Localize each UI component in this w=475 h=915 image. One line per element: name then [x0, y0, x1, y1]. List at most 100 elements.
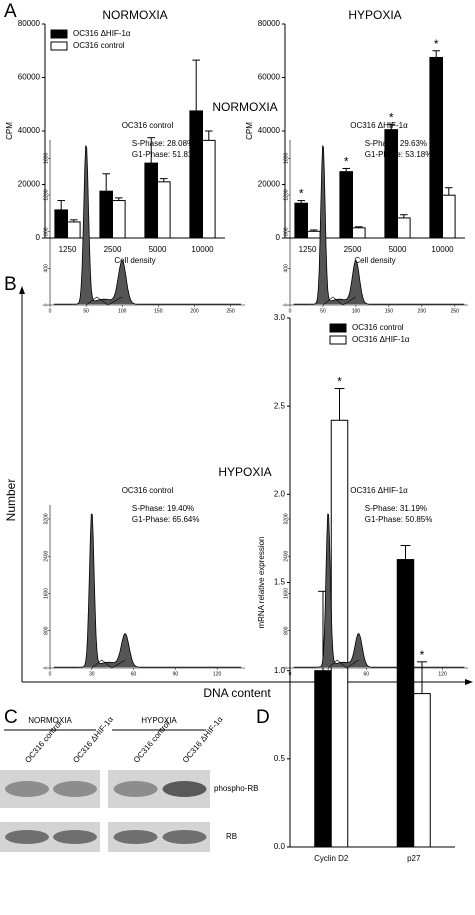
y-tick-label: 0	[43, 666, 49, 669]
blot-band	[53, 830, 97, 844]
x-tick-label: 90	[173, 671, 179, 677]
x-tick-label: 1250	[59, 245, 77, 254]
x-tick-label: 50	[320, 308, 326, 314]
y-axis-label: CPM	[5, 122, 14, 140]
y-tick-label: 3.0	[274, 313, 286, 322]
histogram-curve	[53, 513, 242, 668]
error-bar	[400, 544, 411, 560]
error-bar	[115, 197, 123, 201]
y-tick-label: 800	[283, 626, 289, 635]
y-tick-label: 2400	[43, 550, 49, 561]
x-tick-label: 30	[325, 671, 331, 677]
x-tick-label: 60	[131, 671, 137, 677]
y-tick-label: 0.0	[274, 842, 286, 851]
phase-label: G1-Phase: 53.18%	[365, 150, 433, 159]
y-tick-label: 2.0	[274, 489, 286, 498]
y-tick-label: 0	[283, 666, 289, 669]
y-tick-label: 1200	[43, 189, 49, 200]
y-tick-label: 2.5	[274, 401, 286, 410]
legend-label: OC316 ΔHIF-1α	[352, 335, 410, 344]
y-tick-label: 1.0	[274, 666, 286, 675]
x-tick-label: p27	[407, 854, 421, 863]
x-tick-label: 150	[154, 308, 163, 314]
significance-mark: *	[344, 155, 349, 169]
blot-band	[162, 830, 207, 844]
y-tick-label: 40000	[258, 126, 281, 135]
significance-mark: *	[389, 110, 394, 124]
lane-label: OC316 ΔHIF-1α	[181, 714, 225, 764]
x-tick-label: 0	[289, 308, 292, 314]
x-tick-label: 100	[118, 308, 127, 314]
blot-band	[5, 830, 49, 844]
error-bar	[147, 137, 155, 164]
s-phase-fit	[327, 659, 359, 669]
phase-label: S-Phase: 31.19%	[365, 504, 427, 513]
histogram-curve	[293, 513, 465, 668]
x-tick-label: 10000	[191, 245, 214, 254]
y-tick-label: 400	[283, 264, 289, 273]
bar	[314, 670, 332, 848]
bar	[99, 190, 114, 239]
blot-group: HYPOXIA	[141, 716, 177, 725]
error-bar	[342, 167, 350, 172]
bar	[67, 221, 81, 239]
x-tick-label: 5000	[389, 245, 407, 254]
arrow-head	[465, 679, 473, 685]
x-axis-label: Cell density	[354, 256, 395, 265]
y-tick-label: 400	[43, 264, 49, 273]
bar	[413, 693, 431, 848]
x-tick-label: 60	[364, 671, 370, 677]
x-tick-label: 200	[190, 308, 199, 314]
flow-panel-title: OC316 ΔHIF-1α	[350, 486, 408, 495]
lane-label: OC316 ΔHIF-1α	[71, 714, 115, 764]
x-tick-label: 120	[213, 671, 222, 677]
bar	[294, 202, 308, 239]
blot-band	[53, 781, 97, 797]
bar	[144, 162, 158, 239]
panel-label: B	[4, 274, 17, 295]
bar	[112, 200, 126, 239]
bar	[352, 227, 366, 239]
y-tick-label: 20000	[258, 180, 281, 189]
x-tick-label: Cyclin D2	[314, 854, 349, 863]
y-tick-label: 20000	[18, 180, 41, 189]
y-tick-label: 800	[43, 227, 49, 236]
y-tick-label: 1.5	[274, 578, 286, 587]
blot-band	[113, 830, 158, 844]
legend-swatch	[50, 41, 68, 51]
lane-label: OC316 control	[132, 719, 172, 764]
error-bar	[400, 214, 408, 218]
bar	[157, 181, 171, 239]
legend-label: OC316 control	[352, 323, 404, 332]
panel-label: C	[4, 707, 18, 728]
y-tick-label: 1600	[43, 153, 49, 164]
error-bar	[297, 200, 305, 204]
x-tick-label: 10000	[431, 245, 454, 254]
panel-label: D	[256, 707, 270, 728]
significance-mark: *	[337, 375, 342, 389]
histogram-curve	[53, 145, 242, 305]
flow-panel-title: OC316 control	[122, 121, 174, 130]
y-tick-label: 800	[283, 227, 289, 236]
bar	[202, 139, 216, 239]
band-label: phospho-RB	[214, 784, 258, 793]
x-tick-label: 150	[385, 308, 394, 314]
s-phase-fit	[322, 296, 357, 306]
y-tick-label: 1600	[283, 153, 289, 164]
x-tick-label: 90	[402, 671, 408, 677]
y-tick-label: 0.5	[274, 754, 286, 763]
x-tick-label: 1250	[299, 245, 317, 254]
error-bar	[192, 59, 200, 111]
flow-row-title: HYPOXIA	[218, 465, 271, 479]
s-phase-fit	[91, 659, 126, 669]
legend-swatch	[329, 335, 347, 345]
y-tick-label: 80000	[18, 19, 41, 28]
flow-panel-title: OC316 ΔHIF-1α	[350, 121, 408, 130]
y-tick-label: 0	[276, 233, 281, 242]
error-bar	[70, 219, 78, 222]
histogram-curve	[293, 145, 465, 305]
legend-label: OC316 ΔHIF-1α	[73, 29, 131, 38]
blot-band	[113, 781, 158, 797]
flow-ylabel: Number	[4, 479, 18, 522]
x-tick-label: 100	[352, 308, 361, 314]
